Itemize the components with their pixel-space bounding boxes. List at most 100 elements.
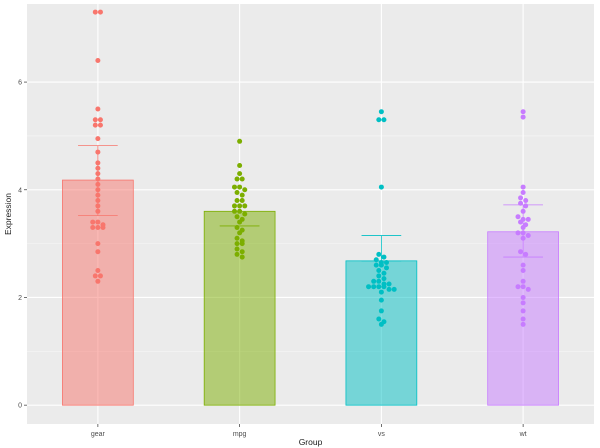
- point-mpg: [232, 203, 237, 209]
- point-vs: [384, 265, 389, 271]
- y-tick-label: 4: [18, 187, 22, 194]
- y-tick-label: 2: [18, 295, 22, 302]
- point-wt: [520, 184, 526, 190]
- point-wt: [520, 268, 526, 274]
- point-vs: [378, 289, 384, 295]
- y-tick-label: 0: [18, 403, 22, 410]
- point-vs: [376, 117, 382, 123]
- point-wt: [523, 198, 529, 204]
- point-gear: [95, 278, 101, 284]
- point-wt: [518, 200, 524, 206]
- point-mpg: [232, 184, 237, 190]
- point-mpg: [237, 138, 243, 144]
- point-mpg: [234, 176, 240, 182]
- x-axis-title: Group: [299, 437, 323, 447]
- point-wt: [520, 308, 526, 314]
- point-wt: [518, 195, 524, 201]
- point-vs: [386, 286, 392, 292]
- point-gear: [95, 187, 101, 193]
- point-gear: [100, 224, 106, 230]
- point-vs: [376, 284, 382, 290]
- point-vs: [376, 278, 382, 284]
- point-wt: [515, 284, 521, 290]
- point-gear: [92, 9, 98, 15]
- point-mpg: [234, 214, 240, 220]
- point-wt: [525, 286, 531, 292]
- point-wt: [525, 216, 531, 222]
- point-wt: [523, 203, 529, 209]
- point-mpg: [239, 254, 245, 260]
- point-mpg: [234, 241, 240, 247]
- bars: [62, 179, 559, 406]
- bar-gear: [62, 179, 134, 406]
- point-vs: [376, 268, 382, 274]
- x-tick-label-vs: vs: [378, 431, 386, 438]
- point-gear: [92, 117, 98, 123]
- point-gear: [95, 160, 101, 166]
- point-gear: [95, 149, 101, 155]
- x-axis: gear mpg vs wt: [91, 424, 527, 438]
- point-gear: [95, 136, 101, 142]
- point-vs: [381, 254, 387, 260]
- point-gear: [95, 198, 101, 204]
- point-vs: [384, 259, 389, 265]
- point-wt: [520, 208, 526, 214]
- point-gear: [95, 181, 101, 187]
- y-tick-label: 6: [18, 80, 22, 87]
- point-vs: [381, 117, 387, 123]
- point-wt: [520, 294, 526, 300]
- y-axis-title: Expression: [3, 193, 13, 235]
- point-mpg: [234, 189, 240, 195]
- point-wt: [515, 230, 521, 236]
- point-gear: [97, 9, 103, 15]
- point-mpg: [232, 208, 237, 214]
- point-vs: [378, 262, 384, 268]
- point-vs: [373, 262, 379, 268]
- point-vs: [373, 257, 379, 263]
- point-vs: [381, 284, 387, 290]
- x-tick-label-gear: gear: [91, 431, 106, 438]
- y-axis: 0 2 4 6: [18, 80, 27, 410]
- point-mpg: [237, 219, 243, 225]
- point-vs: [371, 278, 377, 284]
- point-wt: [518, 219, 524, 225]
- point-mpg: [237, 203, 243, 209]
- point-wt: [520, 321, 526, 327]
- point-mpg: [234, 198, 240, 204]
- point-wt: [520, 230, 526, 236]
- point-vs: [381, 270, 387, 276]
- point-vs: [376, 273, 382, 279]
- data-points: [90, 9, 531, 327]
- point-wt: [520, 235, 526, 241]
- point-wt: [523, 251, 529, 257]
- point-wt: [520, 224, 526, 230]
- point-mpg: [237, 163, 243, 169]
- point-gear: [92, 273, 98, 279]
- point-gear: [95, 268, 101, 274]
- point-mpg: [242, 211, 248, 217]
- point-vs: [376, 316, 382, 322]
- point-gear: [95, 176, 101, 182]
- point-vs: [378, 321, 384, 327]
- point-wt: [520, 300, 526, 306]
- point-gear: [92, 122, 98, 128]
- point-mpg: [239, 249, 245, 255]
- point-gear: [95, 249, 101, 255]
- bar-vs: [345, 260, 418, 406]
- point-vs: [378, 308, 384, 314]
- point-vs: [376, 251, 382, 257]
- point-vs: [378, 109, 384, 115]
- point-mpg: [242, 203, 248, 209]
- point-gear: [95, 219, 101, 225]
- point-vs: [381, 276, 387, 282]
- point-mpg: [234, 224, 240, 230]
- point-wt: [520, 316, 526, 322]
- point-mpg: [239, 241, 245, 247]
- point-wt: [520, 262, 526, 268]
- point-vs: [378, 184, 384, 190]
- point-gear: [90, 219, 96, 225]
- point-mpg: [237, 171, 243, 177]
- point-mpg: [237, 230, 243, 236]
